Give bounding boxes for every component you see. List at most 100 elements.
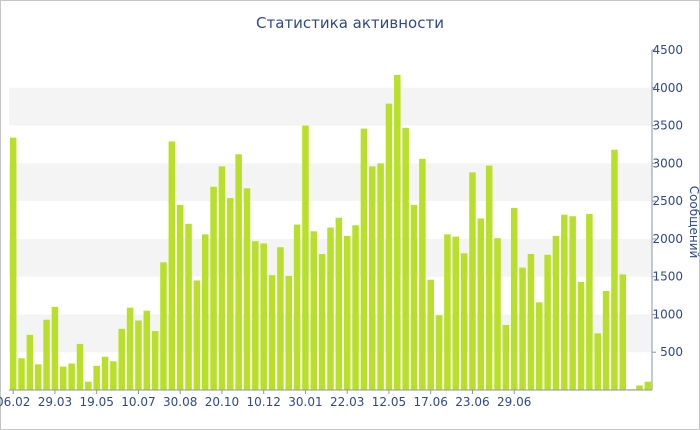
bar	[469, 172, 476, 390]
bar	[43, 319, 50, 390]
x-ticks: 06.02 29.03 19.05 10.07 30.08 20.10 10.12 30.01…	[0, 390, 531, 409]
bar	[385, 103, 393, 391]
bars	[9, 74, 652, 391]
bar	[527, 254, 535, 390]
bar	[285, 275, 293, 390]
grid-band	[9, 87, 652, 126]
bar	[636, 385, 643, 390]
bar	[34, 364, 42, 390]
x-tick-label: 10.12	[247, 395, 281, 409]
x-tick-label: 10.07	[121, 395, 155, 409]
bar	[377, 163, 384, 390]
bar	[569, 216, 576, 390]
y-tick-label: 4500	[652, 43, 683, 57]
bar	[293, 224, 301, 390]
bar	[277, 247, 284, 390]
x-tick-label: 30.08	[163, 395, 197, 409]
x-tick-label: 22.03	[330, 395, 364, 409]
bar	[101, 356, 109, 390]
x-tick-label: 20.10	[205, 395, 239, 409]
bar	[343, 235, 351, 390]
bar	[327, 227, 334, 390]
bar	[427, 279, 434, 390]
y-tick-label: 2500	[652, 194, 683, 208]
bar	[460, 253, 468, 390]
x-tick-label: 06.02	[0, 395, 30, 409]
bar	[143, 310, 151, 390]
bar	[185, 223, 192, 390]
bar	[552, 235, 560, 390]
y-axis-title: Сообщений	[687, 186, 700, 259]
chart-title: Статистика активности	[256, 14, 444, 32]
bar	[176, 204, 184, 390]
bar	[602, 291, 610, 390]
bar	[502, 325, 510, 390]
bar	[444, 234, 451, 390]
bar	[611, 149, 618, 390]
bar	[410, 204, 418, 390]
bar	[243, 188, 251, 390]
bar	[193, 280, 201, 390]
bar	[260, 243, 267, 390]
bar	[135, 320, 142, 390]
x-tick-label: 23.06	[455, 395, 489, 409]
bar	[510, 207, 518, 390]
bar	[93, 365, 100, 390]
x-tick-label: 17.06	[414, 395, 448, 409]
bar	[68, 363, 75, 390]
bar	[485, 165, 493, 390]
bar	[536, 302, 543, 390]
y-tick-label: 1500	[652, 270, 683, 284]
bar	[494, 238, 501, 390]
bar	[419, 158, 426, 390]
bar	[360, 128, 368, 391]
bar	[110, 361, 117, 390]
x-tick-label: 29.03	[38, 395, 72, 409]
bar	[394, 74, 401, 390]
y-tick-label: 1000	[652, 307, 683, 321]
x-tick-label: 30.01	[288, 395, 322, 409]
bar	[477, 218, 485, 390]
bar	[561, 214, 568, 390]
bar	[302, 125, 309, 391]
bar	[218, 166, 226, 390]
x-tick-label: 12.05	[372, 395, 406, 409]
bar	[452, 236, 460, 390]
y-tick-label: 3000	[652, 156, 683, 170]
bar	[586, 213, 593, 390]
y-tick-label: 2000	[652, 232, 683, 246]
bar	[519, 267, 526, 390]
bar	[335, 217, 343, 390]
y-ticks: 500 1000 1500 2000 2500 3000 3500 4000 4500	[652, 43, 683, 359]
bar	[318, 254, 326, 390]
bar	[51, 306, 59, 390]
bar	[126, 307, 134, 390]
bar	[268, 275, 276, 390]
bar	[151, 331, 159, 390]
bar	[26, 334, 34, 390]
bar	[85, 381, 92, 390]
x-tick-label: 19.05	[80, 395, 114, 409]
bar	[544, 254, 551, 390]
bar	[160, 262, 167, 390]
bar	[310, 231, 318, 390]
bar	[402, 127, 409, 391]
bar	[76, 343, 84, 390]
y-tick-label: 500	[660, 345, 683, 359]
bar	[619, 274, 627, 390]
bar	[201, 234, 209, 390]
y-tick-label: 4000	[652, 81, 683, 95]
x-tick-label: 29.06	[497, 395, 531, 409]
bar	[252, 241, 259, 390]
bar	[435, 315, 443, 390]
bar	[352, 225, 359, 390]
grid-band	[9, 163, 652, 202]
bar	[368, 166, 376, 390]
bar	[235, 154, 242, 390]
bar	[577, 281, 585, 390]
bar	[644, 381, 652, 390]
y-tick-label: 3500	[652, 119, 683, 133]
bar	[60, 366, 67, 390]
bar	[168, 141, 176, 390]
